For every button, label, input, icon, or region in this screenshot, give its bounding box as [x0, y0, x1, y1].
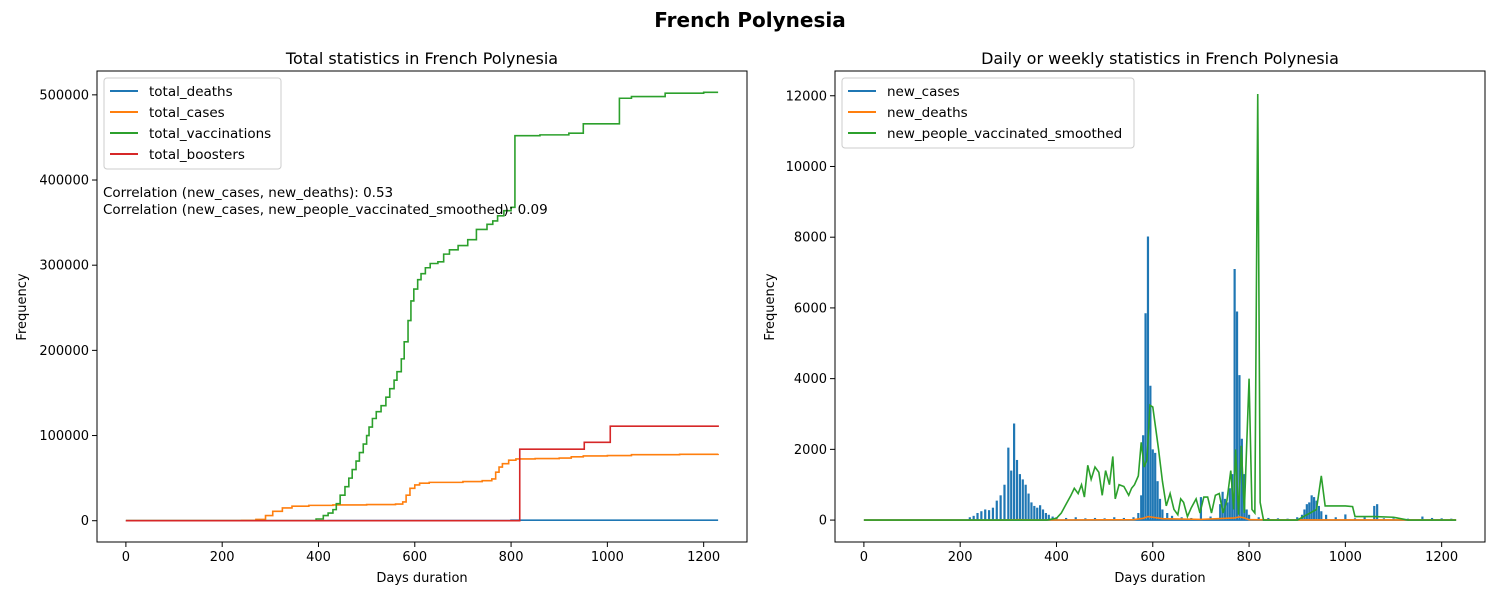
y-tick-label: 2000 — [794, 443, 827, 458]
legend-label-new-deaths: new_deaths — [887, 105, 968, 121]
y-tick-label: 0 — [81, 514, 89, 529]
series-line-total-cases — [125, 453, 719, 522]
x-tick-label: 0 — [860, 550, 868, 565]
legend-label-new-cases: new_cases — [887, 84, 960, 100]
chart-daily-weekly-statistics: Daily or weekly statistics in French Pol… — [763, 49, 1486, 586]
x-tick-label: 1000 — [1329, 550, 1362, 565]
axes-frame — [96, 70, 748, 543]
legend-label-total-cases: total_cases — [149, 105, 225, 121]
legend-label-total-vaccinations: total_vaccinations — [149, 126, 271, 142]
x-tick-label: 400 — [306, 550, 331, 565]
x-tick-label: 200 — [210, 550, 235, 565]
correlation-annotation-vaccinated: Correlation (new_cases, new_people_vacci… — [103, 202, 548, 218]
y-tick-label: 8000 — [794, 231, 827, 246]
legend-box — [103, 77, 282, 170]
legend: total_deaths total_cases total_vaccination… — [103, 77, 282, 170]
y-axis-label: Frequency — [15, 273, 30, 340]
x-tick-label: 200 — [948, 550, 973, 565]
legend: new_cases new_deaths new_people_vaccinated… — [841, 77, 1135, 149]
axes-frame — [834, 70, 1486, 543]
x-tick-label: 400 — [1044, 550, 1069, 565]
legend-label-new-people-vaccinated-smoothed: new_people_vaccinated_smoothed — [887, 126, 1122, 142]
y-tick-label: 0 — [819, 514, 827, 529]
y-tick-label: 10000 — [786, 160, 827, 175]
figure-title: French Polynesia — [654, 8, 845, 32]
chart-title: Daily or weekly statistics in French Pol… — [981, 49, 1339, 68]
legend-box — [841, 77, 1135, 149]
series-line-total-vaccinations — [125, 91, 719, 522]
x-axis-label: Days duration — [376, 571, 467, 586]
y-axis-label: Frequency — [763, 273, 778, 340]
series-line-new-people-vaccinated-smoothed — [863, 93, 1457, 521]
plot-area: 0 200 400 600 800 1000 1200 0 100000 200000 300000… — [39, 70, 748, 565]
x-tick-label: 1200 — [687, 550, 720, 565]
legend-label-total-boosters: total_boosters — [149, 147, 245, 163]
y-tick-label: 500000 — [39, 88, 89, 103]
x-axis-label: Days duration — [1114, 571, 1205, 586]
x-tick-label: 600 — [1140, 550, 1165, 565]
y-tick-label: 100000 — [39, 429, 89, 444]
x-tick-label: 1200 — [1425, 550, 1458, 565]
y-tick-label: 4000 — [794, 372, 827, 387]
x-tick-label: 800 — [499, 550, 524, 565]
y-tick-label: 12000 — [786, 89, 827, 104]
x-tick-label: 0 — [122, 550, 130, 565]
x-tick-label: 600 — [402, 550, 427, 565]
legend-label-total-deaths: total_deaths — [149, 84, 233, 100]
y-tick-label: 6000 — [794, 301, 827, 316]
correlation-annotation-deaths: Correlation (new_cases, new_deaths): 0.5… — [103, 185, 393, 201]
x-tick-label: 800 — [1237, 550, 1262, 565]
y-tick-label: 200000 — [39, 344, 89, 359]
series-line-total-boosters — [125, 425, 719, 522]
chart-title: Total statistics in French Polynesia — [285, 49, 558, 68]
chart-total-statistics: Total statistics in French Polynesia 0 20… — [15, 49, 748, 586]
plot-area: 0 200 400 600 800 1000 12000200040006000800010… — [786, 70, 1486, 565]
y-tick-label: 400000 — [39, 174, 89, 189]
y-tick-label: 300000 — [39, 259, 89, 274]
x-tick-label: 1000 — [591, 550, 624, 565]
